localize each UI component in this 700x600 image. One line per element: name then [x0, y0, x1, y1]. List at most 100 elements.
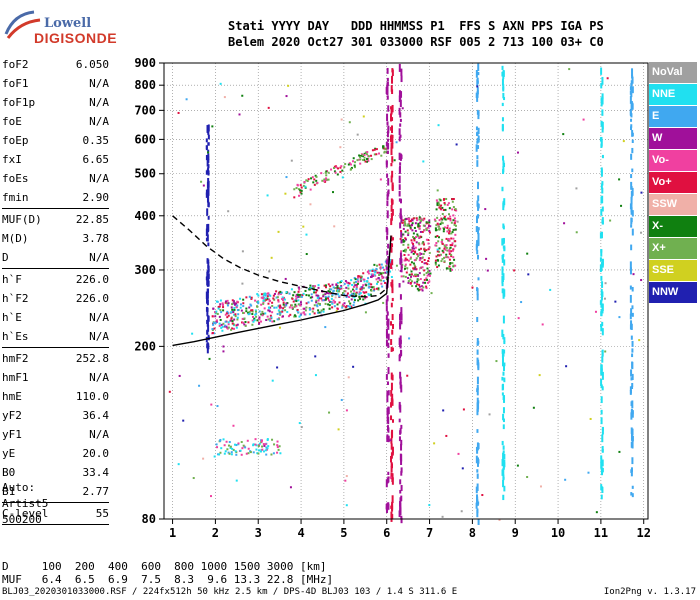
echo-point [310, 293, 313, 296]
echo-point [282, 303, 285, 306]
echo-point [305, 306, 308, 309]
echo-point [304, 186, 307, 189]
echo-point [386, 95, 389, 100]
echo-point [339, 170, 342, 173]
echo-point [367, 269, 370, 272]
echo-point [427, 273, 430, 276]
echo-point [631, 382, 634, 387]
autoscaling-info: Auto: Artist5 500200 [2, 480, 48, 528]
echo-point [476, 90, 479, 95]
echo-point [400, 68, 403, 76]
echo-point [549, 288, 552, 291]
echo-point [413, 239, 416, 242]
param-value: N/A [89, 172, 109, 185]
echo-point [385, 506, 388, 511]
echo-point [404, 237, 407, 240]
echo-point [309, 188, 312, 191]
echo-point [503, 337, 506, 343]
echo-point [601, 187, 604, 194]
echo-point [268, 293, 271, 296]
echo-point [313, 289, 316, 292]
echo-point [631, 147, 634, 154]
legend-item-x: X+ [649, 238, 697, 259]
echo-point [640, 231, 643, 234]
echo-point [436, 258, 439, 261]
echo-point [341, 176, 344, 179]
echo-point [411, 219, 414, 222]
echo-point [324, 293, 327, 296]
echo-point [600, 378, 603, 387]
echo-point [425, 272, 428, 275]
echo-point [601, 126, 604, 133]
echo-point [502, 445, 505, 450]
echo-point [404, 218, 407, 221]
echo-point [373, 270, 376, 273]
echo-point [356, 282, 359, 285]
echo-point [601, 109, 604, 116]
echo-point [245, 307, 248, 310]
echo-point [328, 288, 331, 291]
echo-point [264, 312, 267, 315]
echo-point [349, 168, 352, 171]
echo-point [245, 296, 248, 299]
echo-point [429, 225, 432, 228]
echo-point [219, 299, 222, 302]
echo-point [247, 313, 250, 316]
echo-point [414, 246, 417, 249]
echo-point [312, 307, 315, 310]
echo-point [262, 294, 265, 297]
echo-point [377, 287, 380, 290]
echo-point [257, 452, 260, 455]
echo-point [231, 303, 234, 306]
echo-point [477, 145, 480, 149]
echo-point [631, 485, 634, 489]
echo-point [502, 237, 505, 244]
echo-point [332, 191, 335, 194]
echo-point [339, 166, 342, 169]
echo-point [434, 219, 437, 222]
echo-point [420, 288, 423, 291]
echo-point [399, 134, 402, 138]
echo-point [242, 305, 245, 308]
echo-point [449, 262, 452, 265]
echo-point [412, 217, 415, 220]
echo-point [373, 153, 376, 156]
echo-point [391, 314, 394, 321]
echo-point [283, 298, 286, 301]
echo-point [357, 276, 360, 279]
echo-point [451, 200, 454, 203]
echo-point [235, 326, 238, 329]
echo-point [400, 239, 403, 244]
echo-point [215, 320, 218, 323]
echo-point [502, 407, 505, 414]
echo-point [629, 285, 632, 290]
echo-point [338, 301, 341, 304]
echo-point [207, 316, 210, 322]
echo-point [222, 345, 225, 348]
echo-point [365, 291, 368, 294]
echo-point [238, 113, 241, 116]
echo-point [390, 466, 393, 473]
echo-point [364, 160, 367, 163]
echo-point [226, 448, 229, 451]
echo-point [630, 244, 633, 251]
echo-point [455, 143, 458, 146]
echo-point [450, 221, 453, 224]
echo-point [600, 138, 603, 147]
echo-point [206, 191, 209, 196]
param-name: h`Es [2, 330, 29, 343]
echo-point [299, 314, 302, 317]
echo-point [477, 227, 480, 235]
echo-point [328, 411, 331, 414]
param-name: h`F2 [2, 292, 29, 305]
param-separator [2, 208, 109, 209]
echo-point [218, 305, 221, 308]
echo-point [415, 285, 418, 288]
echo-point [601, 281, 604, 288]
param-row: hmE 110.0 [2, 387, 109, 406]
echo-point [449, 217, 452, 220]
echo-point [503, 162, 506, 168]
echo-point [390, 107, 393, 115]
echo-point [428, 246, 431, 249]
